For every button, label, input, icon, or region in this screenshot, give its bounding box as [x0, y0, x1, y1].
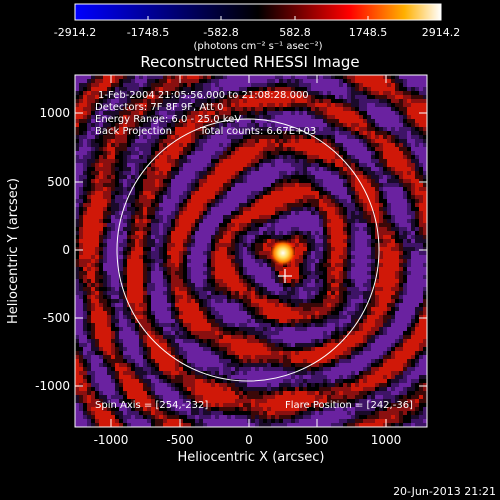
x-tick-label: -500	[166, 433, 193, 447]
y-tick-label: -500	[43, 311, 70, 325]
colorbar-tick-label: 2914.2	[422, 26, 461, 39]
detectors-label: Detectors: 7F 8F 9F, Att 0	[95, 102, 223, 113]
spin-axis-marker	[278, 269, 292, 283]
colorbar-ticks	[74, 16, 442, 20]
colorbar-tick-label: 582.8	[279, 26, 311, 39]
spin-axis-label: Spin Axis = [254,-232]	[95, 400, 208, 411]
y-tick-label: -1000	[35, 379, 70, 393]
y-tick-label: 1000	[39, 106, 70, 120]
x-tick-label: 0	[245, 433, 253, 447]
x-tick-label: -1000	[94, 433, 129, 447]
axis-ticks	[75, 75, 427, 427]
colorbar	[74, 3, 442, 21]
colorbar-tick-label: 1748.5	[349, 26, 388, 39]
y-tick-label: 0	[62, 243, 70, 257]
total-counts-label: Total counts: 6.67E+03	[199, 126, 316, 137]
flare-position-label: Flare Position = [242,-36]	[285, 400, 413, 411]
x-tick-label: 500	[306, 433, 329, 447]
x-axis-label: Heliocentric X (arcsec)	[178, 450, 325, 465]
colorbar-units: (photons cm⁻² s⁻¹ asec⁻²)	[193, 41, 322, 52]
x-tick-label: 1000	[371, 433, 402, 447]
colorbar-tick-label: -1748.5	[127, 26, 169, 39]
colorbar-tick-label: -582.8	[203, 26, 238, 39]
plot-title: Reconstructed RHESSI Image	[140, 53, 359, 71]
method-label: Back Projection	[95, 126, 172, 137]
colorbar-tick-label: -2914.2	[54, 26, 96, 39]
back-projection-image	[75, 75, 427, 427]
plot-frame	[74, 74, 428, 428]
solar-limb-circle	[116, 118, 380, 382]
energy-range-label: Energy Range: 6.0 - 25.0 keV	[95, 114, 241, 125]
timestamp: 20-Jun-2013 21:21	[393, 485, 496, 498]
flare-source	[269, 239, 297, 267]
y-tick-label: 500	[47, 175, 70, 189]
y-axis-label: Heliocentric Y (arcsec)	[6, 178, 21, 324]
time-range-label: 1-Feb-2004 21:05:56.000 to 21:08:28.000	[98, 90, 309, 101]
